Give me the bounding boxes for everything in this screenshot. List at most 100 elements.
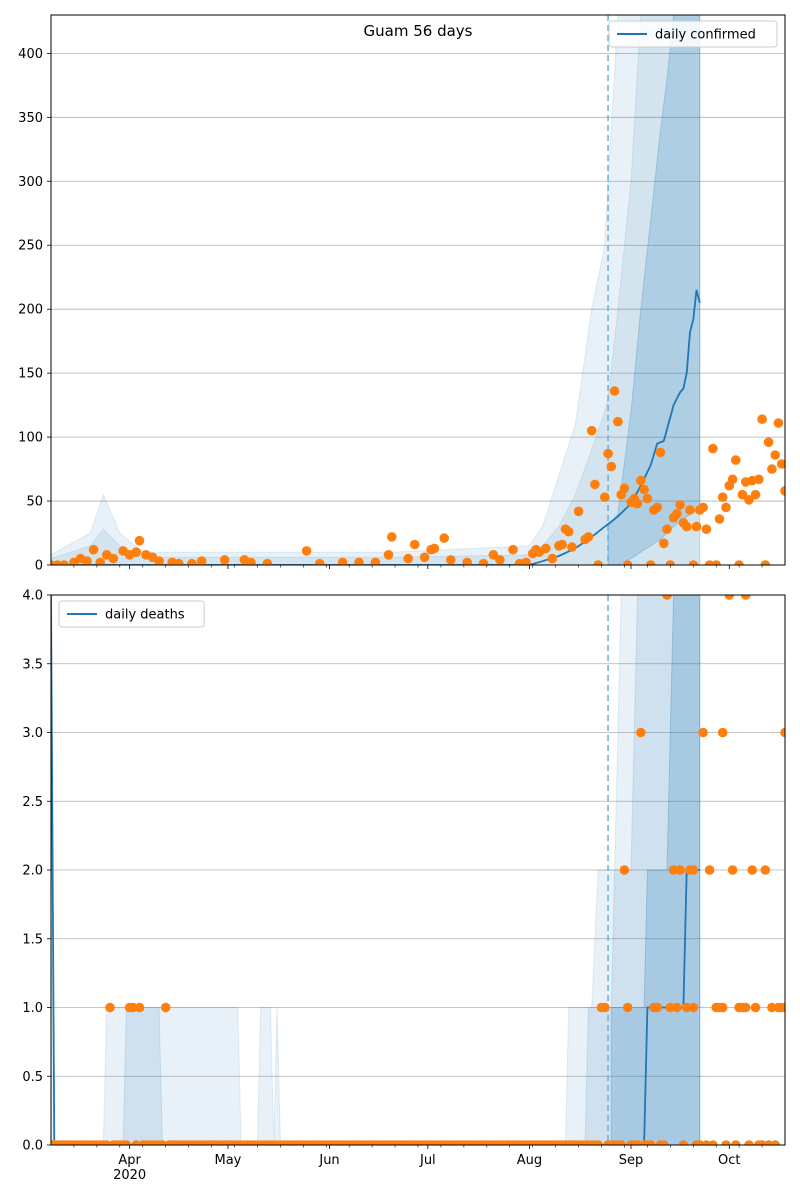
data-point	[622, 560, 633, 565]
data-point	[419, 552, 430, 563]
data-point	[462, 557, 472, 565]
data-point	[636, 727, 646, 738]
y-tick-label: 150	[18, 367, 43, 382]
y-tick-label: 3.0	[22, 726, 43, 741]
data-point	[760, 560, 771, 565]
y-tick-label: 50	[26, 495, 43, 510]
data-point	[675, 865, 685, 875]
data-point	[747, 865, 757, 875]
data-point	[160, 1002, 171, 1013]
data-point	[82, 556, 92, 565]
data-point	[154, 556, 164, 565]
data-point	[655, 447, 666, 458]
data-point	[174, 558, 184, 565]
data-point	[727, 474, 738, 485]
data-point	[642, 493, 653, 504]
data-point	[698, 727, 708, 738]
data-point	[131, 547, 141, 557]
legend-label: daily deaths	[105, 608, 185, 623]
data-point	[763, 437, 774, 448]
data-point	[196, 556, 207, 565]
data-point	[134, 535, 145, 546]
data-point	[439, 533, 450, 543]
data-point	[675, 500, 685, 510]
data-point	[724, 595, 735, 600]
data-point	[632, 498, 643, 509]
data-point	[622, 1002, 633, 1013]
y-tick-label: 0.0	[22, 1139, 43, 1154]
data-point	[121, 1140, 132, 1145]
data-point	[609, 386, 620, 396]
data-point	[446, 555, 456, 565]
data-point	[134, 1002, 145, 1013]
data-point	[547, 553, 558, 564]
data-point	[727, 865, 738, 875]
data-point	[776, 459, 785, 469]
data-point	[314, 558, 325, 565]
data-point	[593, 1140, 603, 1145]
data-point	[337, 557, 348, 565]
data-point	[645, 1140, 656, 1145]
data-point	[662, 524, 672, 534]
data-point	[600, 492, 610, 503]
y-tick-label: 4.0	[22, 589, 43, 604]
data-point	[665, 560, 676, 565]
data-point	[711, 560, 721, 565]
y-tick-label: 400	[18, 47, 43, 62]
data-point	[557, 539, 567, 550]
data-point	[606, 461, 617, 472]
data-point	[387, 532, 397, 542]
data-point	[688, 865, 699, 875]
data-point	[708, 443, 718, 454]
data-point	[750, 1002, 761, 1013]
data-point	[780, 486, 785, 496]
plot-area	[51, 595, 785, 1145]
data-point	[717, 1002, 728, 1013]
y-tick-label: 2.0	[22, 864, 43, 879]
y-tick-label: 0.5	[22, 1070, 43, 1085]
data-point	[567, 542, 577, 552]
data-point	[636, 475, 646, 486]
data-point	[88, 544, 99, 555]
data-point	[95, 557, 105, 565]
x-tick-label: Sep	[619, 1153, 644, 1168]
data-point	[573, 506, 584, 517]
data-point	[586, 425, 597, 436]
data-point	[688, 1002, 699, 1013]
data-point	[219, 555, 230, 565]
data-point	[563, 526, 574, 537]
data-point	[767, 464, 777, 474]
data-point	[773, 418, 784, 428]
y-tick-label: 200	[18, 303, 43, 318]
data-point	[780, 1002, 785, 1013]
x-tick-label: Jul	[419, 1153, 436, 1168]
data-point	[639, 484, 649, 495]
confidence-band	[51, 15, 701, 565]
data-point	[613, 416, 623, 427]
series-line	[51, 289, 701, 565]
data-point	[672, 509, 682, 519]
data-point	[59, 560, 69, 565]
legend-label: daily confirmed	[655, 28, 756, 43]
data-point	[583, 532, 594, 542]
x-tick-label: 2020	[113, 1168, 146, 1183]
data-point	[262, 558, 273, 565]
data-point	[246, 557, 256, 565]
data-point	[603, 448, 613, 459]
data-point	[688, 560, 699, 565]
data-point	[681, 1002, 692, 1013]
x-tick-label: Oct	[718, 1153, 740, 1168]
data-point	[370, 557, 381, 565]
data-point	[717, 727, 728, 738]
chart-title: Guam 56 days	[364, 22, 473, 40]
data-point	[750, 489, 761, 500]
y-tick-label: 250	[18, 239, 43, 254]
data-point	[593, 560, 603, 565]
data-point	[105, 1002, 115, 1013]
data-point	[600, 1002, 610, 1013]
legend-box	[58, 600, 205, 628]
data-point	[409, 539, 420, 550]
data-point	[708, 1140, 718, 1145]
data-point	[429, 543, 440, 554]
